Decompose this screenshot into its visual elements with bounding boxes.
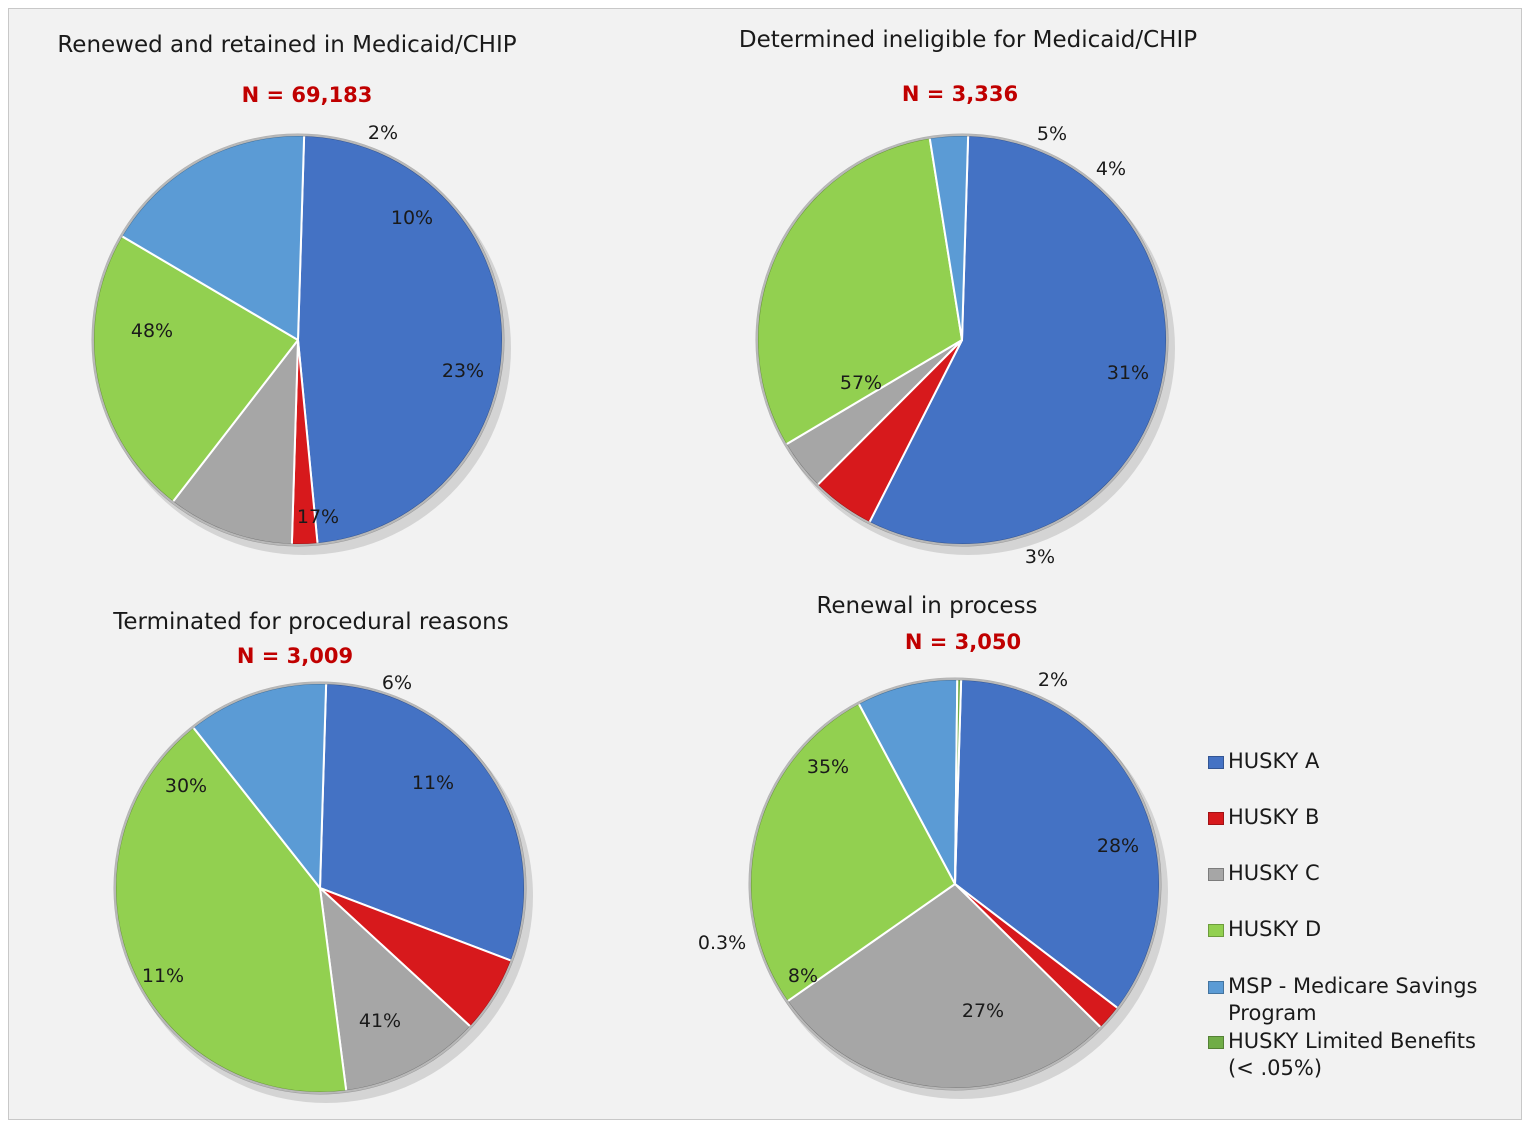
chart-2-slice-husky-d [756,136,963,446]
chart-2-label-husky-c: 4% [1096,158,1126,180]
chart-4-label-husky-a: 35% [807,756,849,778]
chart-2-label-husky-b: 5% [1037,123,1067,145]
chart-2-label-msp-medicare-savings-program: 3% [1025,546,1055,568]
chart-3-label-husky-d: 41% [359,1010,401,1032]
chart-4-pie-rim [748,677,1162,1091]
legend-label-husky-limited-benefits: HUSKY Limited Benefits (< .05%) [1228,1029,1476,1080]
chart-1-label-husky-d: 23% [442,360,484,382]
chart-4-slice-husky-d [749,702,956,1003]
chart-1-slice-husky-d [92,234,299,504]
chart-1-label-husky-b: 2% [368,122,398,144]
chart-4-title: Renewal in process [816,593,1038,619]
legend-swatch-husky-b [1208,812,1224,825]
chart-3-label-husky-a: 30% [165,775,207,797]
chart-4-label-husky-limited-benefits-05: 0.3% [698,932,746,954]
chart-1-slice-msp-medicare-savings-program [120,134,306,341]
chart-2-slice-msp-medicare-savings-program [928,134,970,341]
chart-4-slice-husky-limited-benefits-05 [954,678,963,885]
chart-4-label-husky-c: 28% [1097,835,1139,857]
legend-swatch-husky-d [1208,924,1224,937]
chart-3-slice-husky-a [319,682,526,962]
legend-item-husky-limited-benefits: HUSKY Limited Benefits (< .05%) [1208,1028,1498,1082]
chart-3-label-msp-medicare-savings-program: 11% [142,965,184,987]
chart-4-slice-husky-c [786,883,1103,1091]
chart-2-pie-rim [755,133,1169,547]
chart-2-label-husky-a: 57% [840,372,882,394]
chart-1-title: Renewed and retained in Medicaid/CHIP [57,32,517,58]
legend-item-husky-d: HUSKY D [1208,916,1321,943]
chart-4-n-count: N = 3,050 [904,630,1022,654]
chart-1-label-husky-c: 10% [391,207,433,229]
legend-swatch-husky-limited-benefits [1208,1036,1224,1049]
legend-swatch-msp [1208,981,1224,994]
chart-3-pie-rim [113,681,527,1095]
legend-label-husky-d: HUSKY D [1228,917,1322,941]
chart-4-label-husky-b: 2% [1038,669,1068,691]
chart-2-title: Determined ineligible for Medicaid/CHIP [738,27,1198,53]
chart-2-n-count: N = 3,336 [901,82,1019,106]
chart-3-title: Terminated for procedural reasons [113,609,509,635]
chart-1-label-msp-medicare-savings-program: 17% [297,506,339,528]
chart-1-slice-husky-a [297,134,504,546]
chart-1-pie-rim [91,133,505,547]
legend-item-msp: MSP - Medicare Savings Program [1208,973,1498,1027]
legend-label-msp: MSP - Medicare Savings Program [1228,974,1478,1025]
legend-swatch-husky-a [1208,756,1224,769]
legend-label-husky-c: HUSKY C [1228,861,1320,885]
legend-label-husky-a: HUSKY A [1228,749,1320,773]
chart-4-slice-msp-medicare-savings-program [857,678,959,885]
legend-item-husky-a: HUSKY A [1208,748,1319,775]
chart-3-slice-msp-medicare-savings-program [192,682,328,889]
chart-2-slice-husky-a [868,134,1168,546]
legend-swatch-husky-c [1208,868,1224,881]
legend-item-husky-b: HUSKY B [1208,804,1319,831]
chart-4-label-husky-d: 27% [962,1000,1004,1022]
chart-3-slice-husky-d [114,726,348,1094]
chart-4-label-msp-medicare-savings-program: 8% [788,965,818,987]
chart-1-n-count: N = 69,183 [241,83,373,107]
chart-3-label-husky-b: 6% [382,672,412,694]
legend-item-husky-c: HUSKY C [1208,860,1320,887]
chart-1-slice-husky-c [171,339,299,546]
chart-1-label-husky-a: 48% [131,320,173,342]
chart-3-label-husky-c: 11% [412,772,454,794]
chart-2-label-husky-d: 31% [1107,362,1149,384]
chart-4-slice-husky-a [954,678,1161,1010]
chart-3-slice-husky-c [319,887,472,1093]
chart-3-n-count: N = 3,009 [236,644,354,668]
legend-label-husky-b: HUSKY B [1228,805,1320,829]
